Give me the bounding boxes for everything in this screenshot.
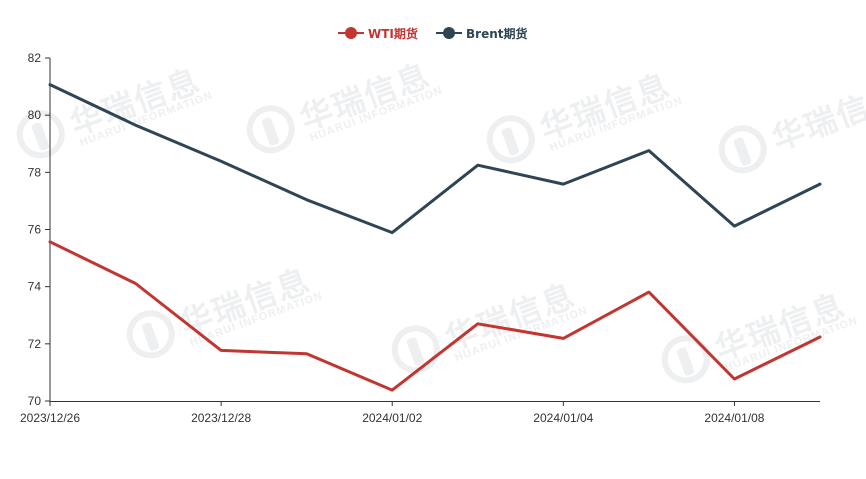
- brent-series-line: [48, 83, 822, 235]
- wti-series-line: [48, 240, 822, 392]
- y-tick-label: 78: [28, 165, 42, 179]
- x-tick-label: 2024/01/02: [362, 411, 422, 425]
- legend-item-wti[interactable]: WTI期货: [338, 22, 418, 44]
- y-tick-label: 76: [28, 223, 42, 237]
- y-tick-label: 70: [28, 394, 42, 408]
- y-tick-label: 72: [28, 337, 42, 351]
- legend-label-wti: WTI期货: [368, 26, 418, 41]
- y-tick-label: 80: [28, 108, 42, 122]
- legend-line-marker-icon: [338, 26, 364, 40]
- x-tick-label: 2024/01/08: [704, 411, 764, 425]
- legend-line-marker-icon: [436, 26, 462, 40]
- legend-label-brent: Brent期货: [466, 26, 528, 41]
- x-tick-label: 2023/12/28: [191, 411, 251, 425]
- y-tick-label: 82: [28, 51, 42, 65]
- x-tick-label: 2024/01/04: [533, 411, 593, 425]
- y-tick-label: 74: [28, 280, 42, 294]
- x-tick-label: 2023/12/26: [20, 411, 80, 425]
- legend-item-brent[interactable]: Brent期货: [436, 22, 527, 44]
